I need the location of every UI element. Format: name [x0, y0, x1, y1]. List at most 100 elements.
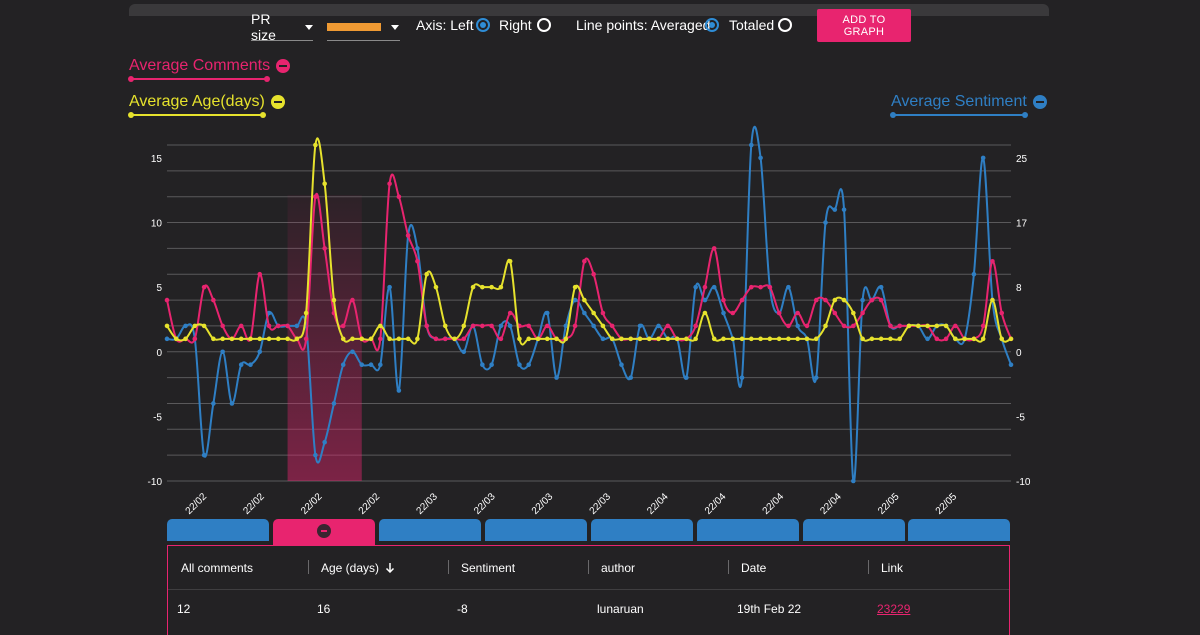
x-tick-label: 22/04 [761, 491, 787, 517]
legend-age[interactable]: Average Age(days) [129, 93, 285, 111]
data-point-average-age-days [628, 336, 634, 342]
data-point-average-age-days [350, 336, 355, 342]
axis-right-label: Right [499, 17, 532, 33]
legend-comments-line [128, 76, 270, 82]
data-point-average-comments [489, 323, 494, 329]
bucket-tab-7[interactable] [803, 519, 905, 541]
bucket-tab-3[interactable] [379, 519, 481, 541]
data-point-average-sentiment [517, 362, 522, 367]
legend-comments[interactable]: Average Comments [129, 57, 291, 75]
col-author[interactable]: author [601, 561, 636, 575]
cell-age: 16 [317, 602, 331, 616]
data-point-average-age-days [980, 336, 986, 342]
data-point-average-comments [878, 297, 884, 303]
data-point-average-sentiment [860, 297, 865, 303]
pr-size-dropdown[interactable]: PR size [251, 11, 313, 43]
data-point-average-comments [767, 284, 773, 290]
color-dropdown[interactable] [327, 14, 400, 41]
data-point-average-age-days [275, 336, 281, 342]
data-point-average-sentiment [721, 310, 726, 316]
bucket-tab-5[interactable] [591, 519, 693, 541]
data-point-average-age-days [832, 297, 838, 303]
legend-sentiment[interactable]: Average Sentiment [891, 93, 1047, 111]
data-point-average-sentiment [461, 349, 467, 355]
remove-age-icon[interactable] [270, 95, 285, 109]
data-point-average-sentiment [294, 323, 300, 329]
data-point-average-comments [526, 323, 532, 329]
data-point-average-age-days [470, 284, 476, 290]
right-tick-label: 17 [1016, 219, 1028, 230]
data-point-average-age-days [572, 284, 578, 290]
col-sentiment[interactable]: Sentiment [461, 561, 516, 575]
data-point-average-age-days [990, 297, 995, 303]
data-point-average-age-days [684, 336, 689, 342]
data-point-average-age-days [915, 323, 921, 329]
bucket-tab-2[interactable] [273, 519, 375, 545]
data-point-average-comments [832, 310, 838, 316]
data-point-average-sentiment [971, 271, 977, 277]
data-point-average-age-days [619, 336, 624, 342]
data-point-average-sentiment [350, 349, 355, 355]
x-tick-label: 22/02 [299, 491, 325, 517]
x-tick-label: 22/02 [357, 491, 383, 517]
data-point-average-comments [980, 323, 986, 329]
data-point-average-age-days [452, 336, 457, 342]
remove-sentiment-icon[interactable] [1032, 95, 1047, 109]
data-point-average-sentiment [711, 284, 717, 290]
data-point-average-sentiment [591, 323, 596, 329]
data-point-average-age-days [340, 336, 346, 342]
data-point-average-age-days [331, 297, 337, 303]
column-divider [448, 560, 449, 574]
remove-comments-icon[interactable] [276, 59, 291, 73]
data-point-average-age-days [693, 336, 698, 342]
data-point-average-age-days [758, 336, 763, 342]
data-point-average-comments [888, 323, 893, 329]
col-date[interactable]: Date [741, 561, 767, 575]
data-point-average-comments [442, 336, 448, 342]
data-point-average-age-days [925, 323, 930, 329]
data-point-average-age-days [730, 336, 736, 342]
cell-link: 23229 [877, 602, 910, 616]
column-divider [728, 560, 729, 574]
data-point-average-age-days [507, 259, 513, 264]
bucket-tab-1[interactable] [167, 519, 269, 541]
data-point-average-sentiment [739, 375, 745, 380]
data-point-average-comments [953, 323, 958, 329]
col-age[interactable]: Age (days) [321, 561, 395, 575]
right-tick-label: -10 [1016, 477, 1031, 488]
remove-bucket-icon[interactable] [317, 524, 331, 538]
right-tick-label: 25 [1016, 154, 1028, 165]
data-point-average-age-days [609, 336, 615, 342]
data-point-average-comments [266, 323, 272, 329]
data-point-average-sentiment [628, 375, 634, 380]
data-point-average-age-days [888, 336, 893, 342]
data-point-average-sentiment [600, 336, 606, 342]
data-point-average-comments [507, 310, 513, 316]
averaged-radio[interactable] [705, 18, 719, 32]
data-point-average-comments [897, 323, 903, 329]
left-tick-label: -5 [153, 412, 162, 423]
col-link[interactable]: Link [881, 561, 904, 575]
col-age-label: Age (days) [321, 561, 380, 575]
data-point-average-sentiment [795, 323, 800, 329]
bucket-tab-4[interactable] [485, 519, 587, 541]
bucket-tab-8[interactable] [908, 519, 1010, 541]
data-point-average-sentiment [248, 362, 253, 367]
data-point-average-sentiment [563, 323, 569, 329]
add-to-graph-button[interactable]: ADD TO GRAPH [817, 9, 911, 42]
x-tick-label: 22/05 [876, 491, 902, 517]
data-point-average-sentiment [220, 349, 225, 355]
x-tick-label: 22/03 [530, 491, 556, 517]
axis-left-radio[interactable] [476, 18, 490, 32]
bucket-tab-6[interactable] [697, 519, 799, 541]
data-point-average-comments [433, 336, 439, 342]
col-all-comments[interactable]: All comments [181, 561, 254, 575]
data-point-average-comments [405, 233, 411, 238]
data-point-average-age-days [591, 310, 596, 316]
data-point-average-age-days [211, 336, 216, 342]
pr-link[interactable]: 23229 [877, 602, 911, 616]
axis-right-radio[interactable] [537, 18, 551, 32]
totaled-radio[interactable] [778, 18, 792, 32]
table-header: All comments Age (days) Sentiment author… [168, 546, 1009, 590]
data-point-average-age-days [721, 336, 726, 342]
